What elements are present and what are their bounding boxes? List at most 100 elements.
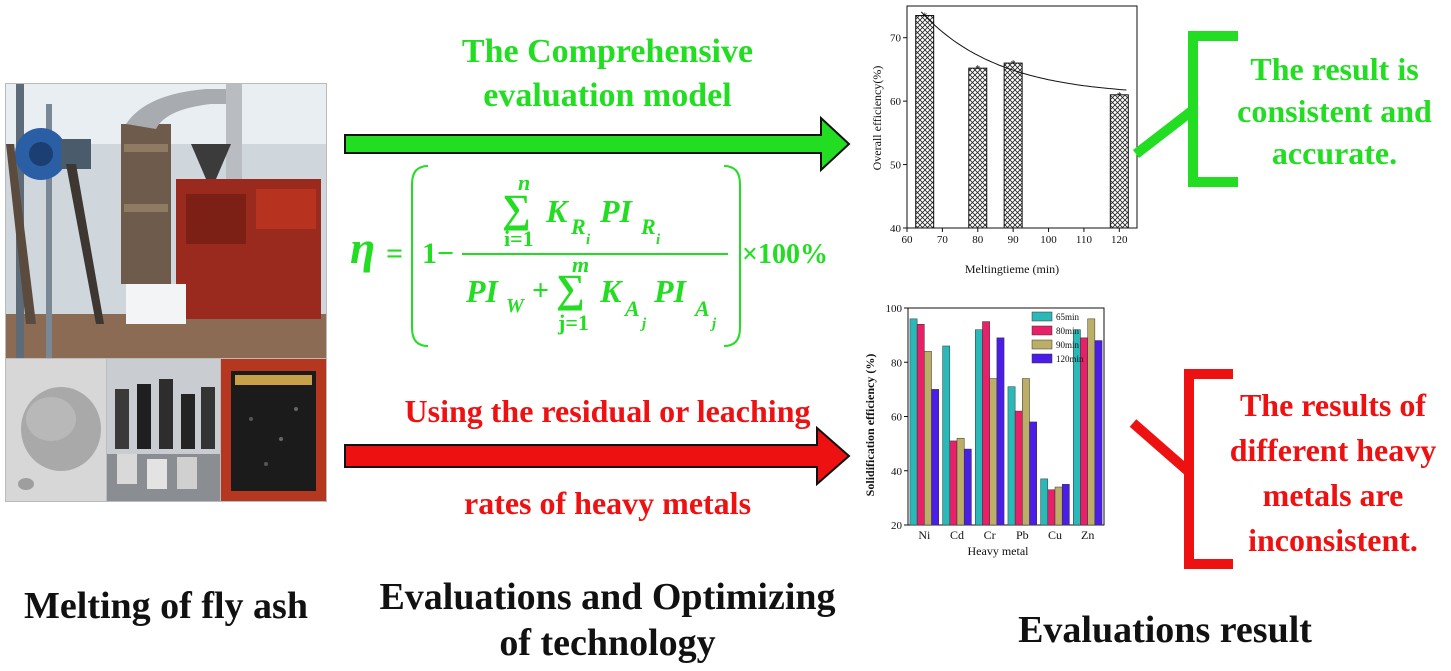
formula-PI-bottom2: PI (653, 273, 688, 309)
chart2-category-label: Cr (984, 528, 996, 542)
chart2-bar (1007, 386, 1016, 526)
chart2-bar (1061, 484, 1070, 526)
formula-W-sub: W (506, 295, 525, 317)
chart1-y-axis-label: Overall efficiency(%) (870, 66, 884, 171)
chart1-x-tick-label: 110 (1076, 234, 1093, 246)
formula-one-minus: 1− (422, 237, 454, 270)
chart1-x-tick-label: 60 (902, 234, 914, 246)
chart1-x-axis-label: Meltingtieme (min) (965, 262, 1059, 276)
green-arrow (344, 115, 851, 173)
chart2-bar (1029, 421, 1037, 526)
chart2-y-tick-label: 20 (891, 520, 903, 532)
chart1-error-marker: * (975, 64, 980, 75)
chart1-bar (1109, 94, 1129, 229)
middle-caption-line2: of technology (499, 622, 716, 664)
bottom-result-note-line2: different heavy (1229, 432, 1437, 468)
chart2-category-label: Ni (918, 528, 931, 542)
chart2-bar (1087, 318, 1096, 526)
formula-j-bottom2: j (710, 316, 717, 332)
formula-sigma-top: ∑ (502, 186, 531, 231)
red-bracket (1129, 369, 1233, 569)
chart2-legend-swatch (1031, 311, 1053, 322)
chart2-category-label: Cd (950, 528, 964, 542)
left-caption: Melting of fly ash (24, 585, 308, 627)
formula-K-top: K (545, 193, 570, 229)
fly-ash-melting-furnace-photo (5, 83, 327, 360)
chart2-bar (1014, 410, 1023, 526)
slag-illustration (221, 359, 326, 501)
chart2-bar (942, 345, 951, 526)
chart1-bar (968, 67, 988, 229)
chart1-error-marker: * (1117, 91, 1122, 102)
chart2-y-tick-label: 100 (886, 303, 903, 315)
chart2-bar (989, 378, 998, 526)
right-caption: Evaluations result (1018, 609, 1312, 651)
chart1-x-tick-label: 120 (1111, 234, 1128, 246)
formula-sum-m: m (572, 252, 589, 277)
top-result-note-line2: consistent and (1237, 93, 1432, 129)
chart2-bar (949, 440, 958, 526)
chart2-bar (924, 351, 932, 526)
chart2-y-axis-label: Solidification efficiency (%) (863, 354, 877, 497)
chart2-bar (1080, 337, 1088, 526)
chart2-legend-swatch (1031, 339, 1053, 350)
chart2-y-tick-label: 60 (891, 412, 903, 424)
top-result-note-line1: The result is (1250, 51, 1419, 87)
formula-eta: η (350, 222, 375, 273)
formula-sum-i1: i=1 (504, 226, 534, 251)
chart2-y-tick-label: 40 (891, 466, 903, 478)
chart2-legend-label: 65min (1056, 312, 1080, 322)
chart2-category-label: Zn (1081, 528, 1094, 542)
bottom-result-note-line4: inconsistent. (1248, 522, 1418, 558)
top-result-note-line3: accurate. (1271, 135, 1398, 171)
chart1-x-tick-label: 90 (1008, 234, 1020, 246)
formula-sigma-bottom: ∑ (556, 266, 585, 311)
chart2-bar (963, 448, 972, 526)
formula-K-bottom: K (599, 273, 624, 309)
chart1-x-tick-label: 100 (1040, 234, 1057, 246)
chart1-bar (1003, 62, 1023, 229)
chart2-bar (931, 389, 939, 526)
formula-R-top2: R (640, 214, 656, 239)
formula-sum-j1: j=1 (557, 310, 589, 335)
chart2-bar (975, 329, 983, 526)
evaluation-formula: η = 1− n ∑ i=1 K R i PI R i PI W + m ∑ j… (350, 165, 828, 347)
chart1-x-tick-label: 70 (937, 234, 949, 246)
bottom-result-note-line1: The results of (1239, 387, 1427, 423)
chart2-x-axis-label: Heavy metal (968, 544, 1030, 558)
solidification-efficiency-chart: 20 40 60 80 100 Ni Cd Cr Pb Cu Zn 65min 80min 90min 12… (863, 303, 1105, 558)
fly-ash-powder-photo (5, 358, 107, 502)
formula-A-bottom2: A (693, 296, 710, 321)
chart1-y-tick-label: 60 (890, 96, 902, 108)
chart2-category-label: Cu (1048, 528, 1062, 542)
chart2-category-label: Pb (1016, 528, 1029, 542)
chart2-bar (956, 437, 965, 526)
vitrified-slag-photo (220, 358, 327, 502)
chart2-legend-swatch (1031, 325, 1053, 336)
chart2-bar (1094, 340, 1103, 526)
bottom-arrow-label-line2: rates of heavy metals (463, 485, 752, 521)
formula-A-bottom: A (623, 296, 640, 321)
bottom-result-note-line3: metals are (1262, 477, 1404, 513)
formula-equals: = (386, 237, 403, 270)
middle-caption-line1: Evaluations and Optimizing (379, 576, 836, 618)
chart2-bar (996, 337, 1005, 526)
chart2-legend-label: 80min (1056, 326, 1080, 336)
chart2-bar (909, 318, 918, 526)
bottom-arrow-label-line1: Using the residual or leaching (404, 393, 811, 429)
chart2-legend-label: 120min (1056, 354, 1084, 364)
furnace-illustration (6, 84, 326, 359)
chart2-bar (1022, 378, 1030, 526)
red-arrow (344, 425, 851, 487)
formula-PI-bottom: PI (465, 273, 500, 309)
chart1-y-tick-label: 40 (890, 223, 902, 235)
top-result-note: The result is consistent and accurate. (1222, 48, 1447, 174)
overall-efficiency-chart: 60 70 80 90 100 110 120 40 50 60 70 * * * * Meltingtie… (870, 5, 1138, 276)
leaching-samples-photo (106, 358, 221, 502)
chart2-bar (916, 324, 925, 526)
formula-sum-n: n (518, 170, 530, 195)
chart1-y-tick-label: 70 (890, 33, 902, 45)
chart2-bar (1040, 478, 1049, 526)
formula-R-top: R (570, 214, 586, 239)
chart1-error-marker: * (922, 12, 927, 23)
